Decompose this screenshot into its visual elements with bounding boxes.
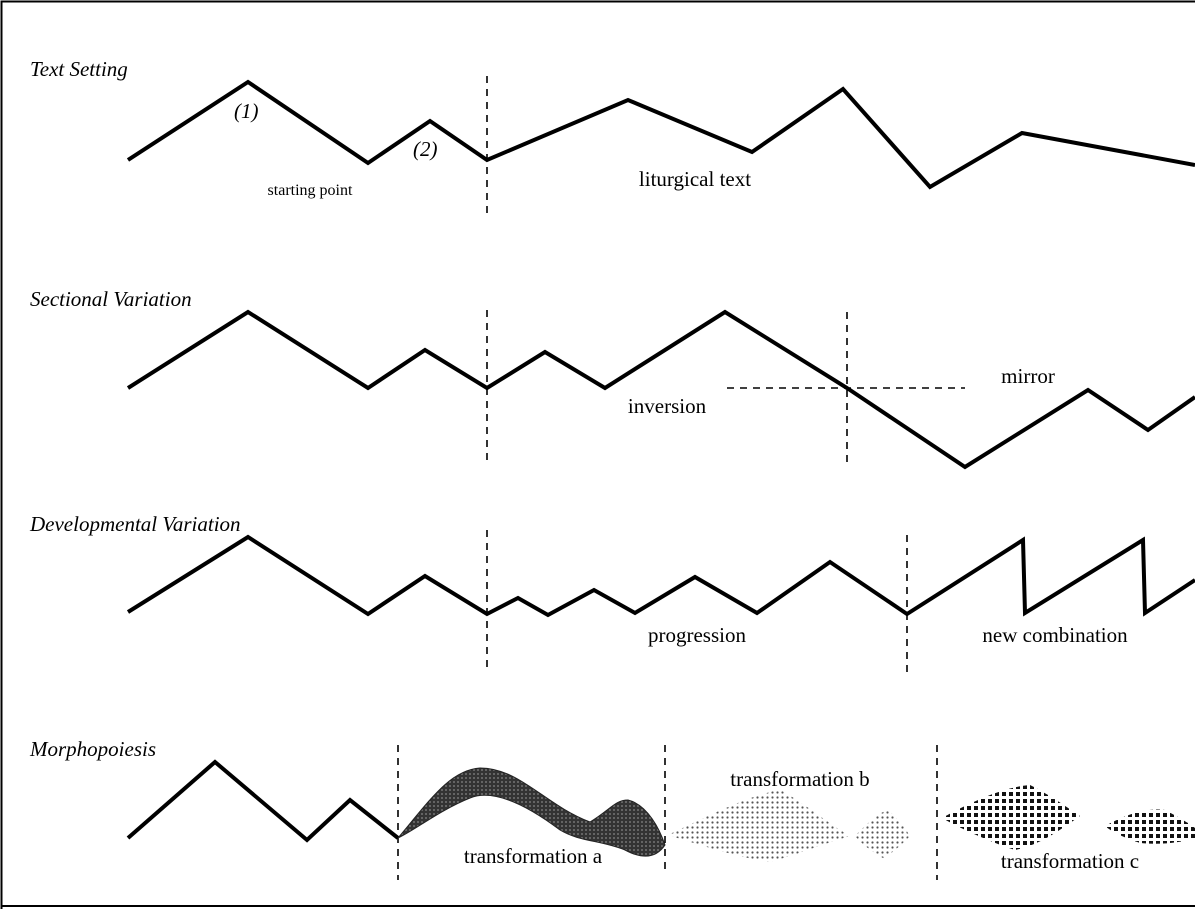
contour <box>126 309 1195 470</box>
section-label: new combination <box>982 623 1128 647</box>
contour <box>126 534 1195 618</box>
transformation-shape <box>942 785 1080 850</box>
section-title: Sectional Variation <box>30 287 192 311</box>
section-label: transformation a <box>464 844 603 868</box>
contour <box>126 79 1195 190</box>
marker-label: (1) <box>234 99 259 123</box>
section-title: Morphopoiesis <box>29 737 156 761</box>
section-label: liturgical text <box>639 167 751 191</box>
transformation-shape <box>855 810 910 858</box>
section-title: Text Setting <box>30 57 128 81</box>
transformation-shape <box>668 790 850 862</box>
section-title: Developmental Variation <box>29 512 241 536</box>
transformation-shape <box>397 767 666 857</box>
section-label: transformation b <box>730 767 869 791</box>
contour <box>126 759 400 843</box>
section-label: transformation c <box>1001 849 1139 873</box>
marker-label: (2) <box>413 137 438 161</box>
section-label: starting point <box>268 182 353 199</box>
transformation-shape <box>1105 809 1195 844</box>
section-label: inversion <box>628 394 707 418</box>
section-label: progression <box>648 623 746 647</box>
section-label: mirror <box>1001 364 1055 388</box>
